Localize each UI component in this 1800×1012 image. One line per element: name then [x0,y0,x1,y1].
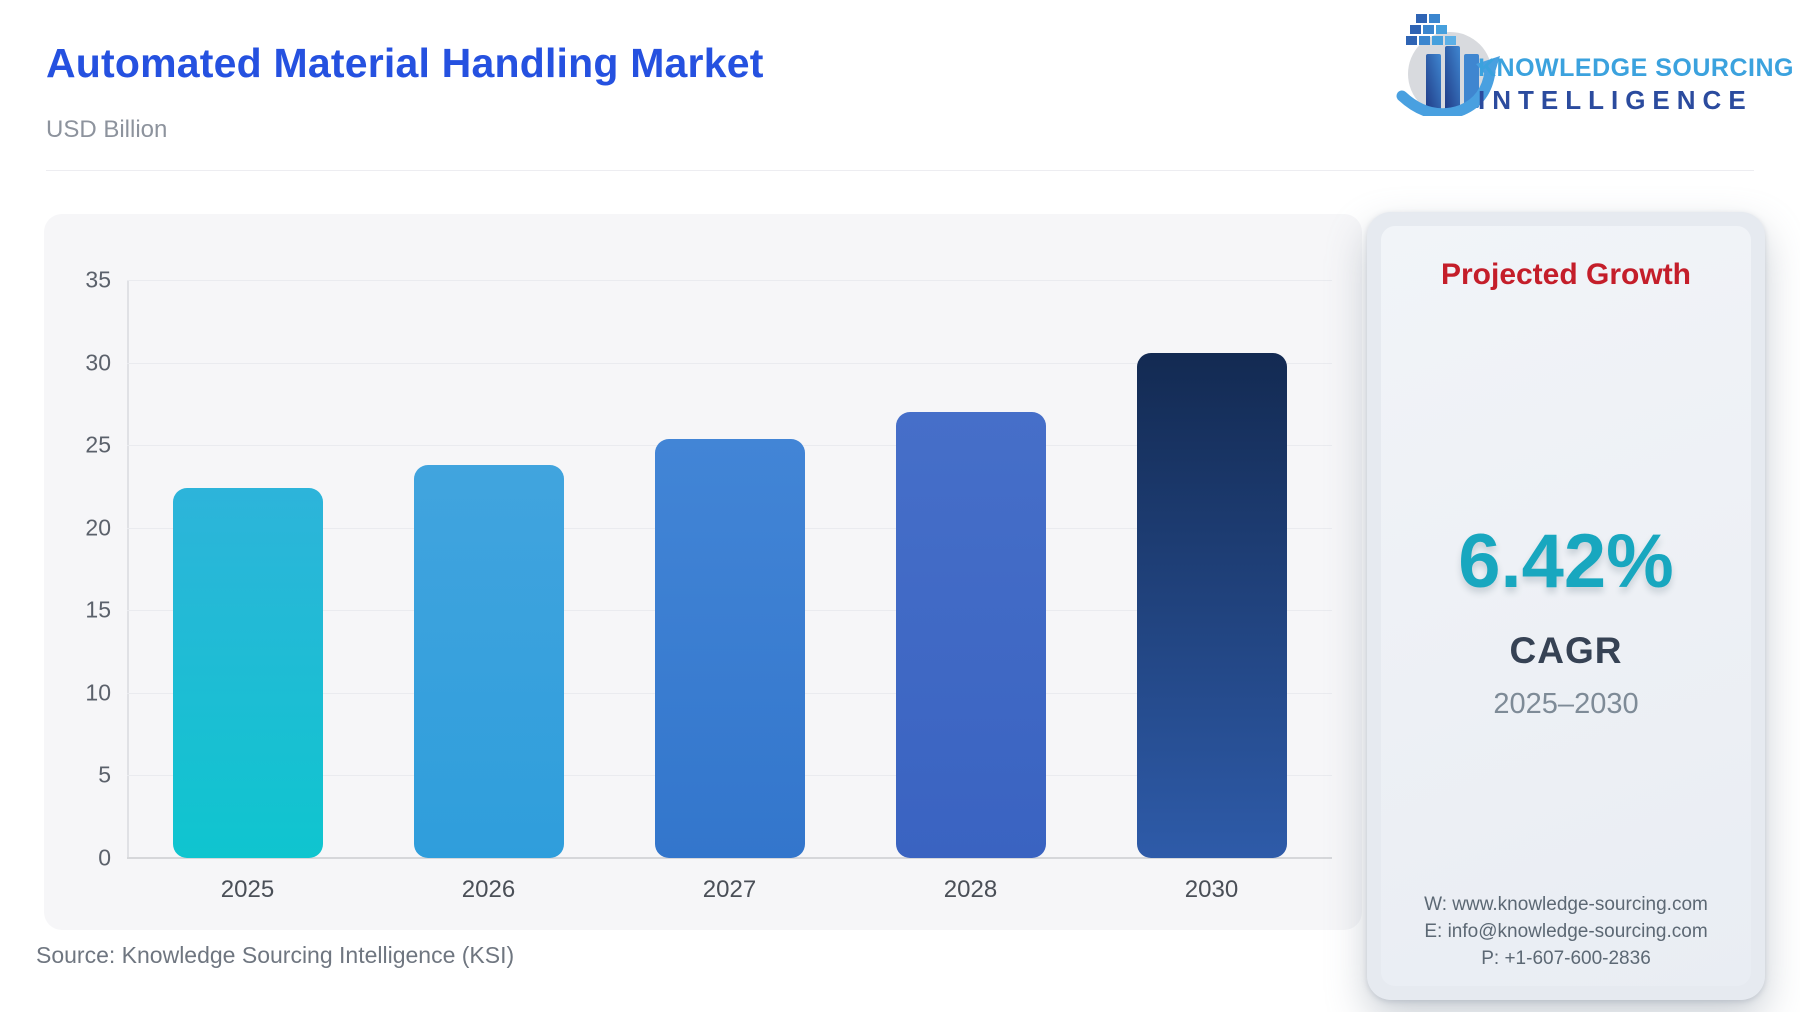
logo-globe-chart-icon [1396,14,1500,116]
cagr-value: 6.42% [1458,519,1674,604]
bar-2026 [413,464,564,858]
y-tick-label-30: 30 [85,349,111,376]
projected-growth-heading: Projected Growth [1440,258,1692,291]
x-tick-label-2030: 2030 [1184,876,1239,903]
page-title: Automated Material Handling Market [46,40,764,86]
x-tick-label-2027: 2027 [702,876,757,903]
plot-area: 0 5 10 15 20 25 30 35 2025 2026 2027 2028 2030 [85,267,1332,903]
bar-slot-2030: 2030 [1091,280,1332,903]
y-tick-label-0: 0 [98,844,111,871]
projected-growth-card-inner: Projected Growth 6.42% CAGR 2025–2030 W:… [1381,226,1751,986]
bar-slot-2026: 2026 [368,280,609,903]
x-tick-label-2028: 2028 [943,876,998,903]
bar-slots: 2025 2026 2027 2028 2030 [127,280,1332,903]
gridline-30 [127,362,1332,364]
header-divider [46,170,1754,171]
x-tick-label-2026: 2026 [461,876,516,903]
bar-2025 [172,488,323,858]
source-note: Source: Knowledge Sourcing Intelligence … [36,942,515,968]
forecast-period: 2025–2030 [1493,688,1639,720]
projected-growth-card: Projected Growth 6.42% CAGR 2025–2030 W:… [1367,212,1765,1000]
y-tick-label-10: 10 [85,679,111,706]
bar-2027 [654,438,805,858]
bar-slot-2025: 2025 [127,280,368,903]
bar-2030 [1136,352,1287,858]
cagr-label: CAGR [1509,630,1623,671]
chart-unit-label: USD Billion [46,116,168,143]
contact-website: W: www.knowledge-sourcing.com [1424,894,1708,915]
contact-phone: P: +1-607-600-2836 [1481,948,1651,969]
logo-text: KNOWLEDGE SOURCING INTELLIGENCE [1478,54,1794,116]
contact-email: E: info@knowledge-sourcing.com [1424,921,1708,942]
y-axis-line [127,280,129,858]
contact-info: W: www.knowledge-sourcing.com E: info@kn… [1381,891,1751,972]
bar-2028 [895,412,1046,858]
gridline-35 [127,280,1332,281]
y-tick-label-35: 35 [85,266,111,293]
bar-slot-2027: 2027 [609,280,850,903]
logo-line1: KNOWLEDGE SOURCING [1478,54,1794,82]
y-tick-label-5: 5 [98,761,111,788]
y-tick-label-20: 20 [85,514,111,541]
company-logo: KNOWLEDGE SOURCING INTELLIGENCE [1396,10,1794,122]
bar-slot-2028: 2028 [850,280,1091,903]
x-tick-label-2025: 2025 [220,876,275,903]
y-tick-label-25: 25 [85,431,111,458]
y-tick-label-15: 15 [85,596,111,623]
chart-panel: 0 5 10 15 20 25 30 35 2025 2026 2027 2028 2030 [44,214,1362,930]
logo-line2: INTELLIGENCE [1478,85,1753,115]
gridline-0 [127,857,1332,859]
